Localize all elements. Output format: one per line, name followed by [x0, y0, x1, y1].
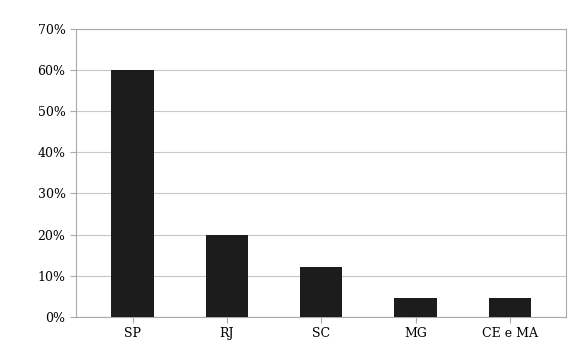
Bar — [394, 298, 437, 317]
Bar — [112, 70, 154, 317]
Bar — [206, 234, 248, 317]
Bar — [489, 298, 531, 317]
Bar — [300, 267, 342, 317]
